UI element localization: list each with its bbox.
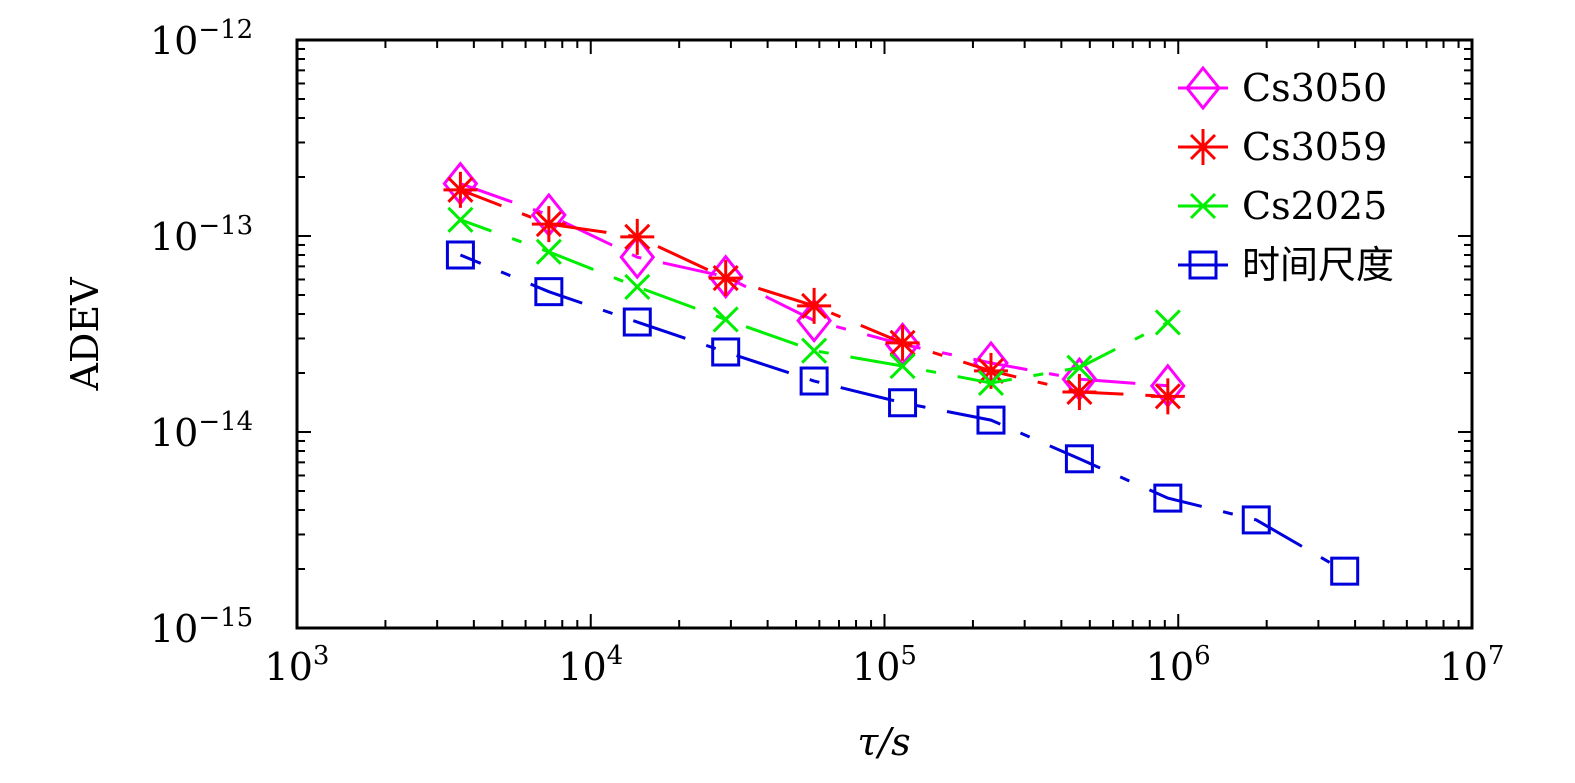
x-tick-label: 107: [1440, 641, 1505, 689]
square-marker: [1188, 250, 1218, 280]
x-tick-label: 103: [265, 641, 330, 689]
square-shape: [622, 307, 652, 337]
x-stroke: [1154, 309, 1181, 336]
square-shape: [445, 240, 475, 270]
x-marker: [535, 238, 562, 265]
legend-label: 时间尺度: [1242, 243, 1394, 287]
asterisk-stroke: [1189, 133, 1217, 161]
legend-label: Cs3050: [1242, 66, 1387, 110]
square-marker: [1241, 505, 1271, 535]
square-shape: [1330, 556, 1360, 586]
legend: Cs3050 Cs3059 Cs2025 时间尺度: [1178, 65, 1394, 287]
asterisk-marker: [1150, 378, 1185, 415]
x-stroke: [801, 337, 828, 364]
x-stroke: [889, 352, 916, 380]
asterisk-stroke: [889, 329, 916, 356]
asterisk-stroke: [535, 211, 562, 238]
diamond-marker: [619, 234, 656, 280]
asterisk-marker: [443, 171, 478, 208]
square-shape: [799, 366, 829, 396]
x-stroke: [1189, 192, 1217, 220]
diamond-marker: [1185, 65, 1221, 111]
asterisk-stroke: [801, 292, 828, 319]
legend-label: Cs2025: [1242, 184, 1387, 228]
series-line-0: [459, 182, 1168, 388]
series-line-3: [459, 253, 1346, 573]
square-marker: [711, 337, 741, 367]
square-marker: [534, 277, 564, 307]
x-marker: [1189, 192, 1217, 220]
square-marker: [1153, 483, 1183, 513]
square-shape: [888, 388, 918, 418]
x-marker: [624, 273, 651, 300]
x-stroke: [447, 206, 474, 233]
asterisk-marker: [885, 324, 920, 361]
diamond-marker: [796, 298, 833, 344]
asterisk-stroke: [1066, 378, 1093, 406]
y-tick-label: 10−14: [150, 407, 253, 455]
square-shape: [976, 405, 1006, 435]
diamond-shape: [1185, 65, 1221, 111]
y-tick-label: 10−12: [150, 15, 253, 63]
square-marker: [888, 388, 918, 418]
y-axis-label: ADEV: [63, 277, 107, 392]
diamond-shape: [796, 298, 833, 344]
x-stroke: [712, 306, 739, 333]
square-shape: [534, 277, 564, 307]
square-shape: [1241, 505, 1271, 535]
asterisk-stroke: [1154, 383, 1181, 410]
x-marker: [447, 206, 474, 233]
asterisk-marker: [1062, 373, 1097, 410]
x-stroke: [1066, 354, 1093, 381]
x-marker: [1066, 354, 1093, 381]
y-tick-label: 10−15: [150, 603, 253, 651]
asterisk-marker: [620, 218, 655, 255]
legend-label: Cs3059: [1242, 125, 1387, 169]
square-marker: [622, 307, 652, 337]
asterisk-stroke: [447, 176, 474, 203]
square-marker: [976, 405, 1006, 435]
diamond-shape: [707, 254, 744, 300]
x-tick-label: 106: [1146, 641, 1211, 689]
square-shape: [1188, 250, 1218, 280]
asterisk-stroke: [977, 357, 1005, 384]
series-line-1: [459, 188, 1168, 398]
square-marker: [445, 240, 475, 270]
diamond-shape: [619, 234, 656, 280]
x-stroke: [977, 369, 1005, 396]
asterisk-marker: [797, 287, 832, 324]
asterisk-marker: [1186, 129, 1220, 165]
x-marker: [801, 337, 828, 364]
square-shape: [711, 337, 741, 367]
square-shape: [1153, 483, 1183, 513]
diamond-marker: [707, 254, 744, 300]
asterisk-marker: [708, 260, 743, 297]
x-axis-label: τ/s: [857, 720, 910, 764]
x-marker: [712, 306, 739, 333]
asterisk-stroke: [712, 265, 739, 292]
square-marker: [1064, 444, 1094, 474]
x-marker: [977, 369, 1005, 396]
asterisk-stroke: [624, 223, 651, 250]
y-tick-label: 10−13: [150, 211, 253, 259]
series-line-2: [459, 218, 1169, 385]
square-shape: [1064, 444, 1094, 474]
x-marker: [889, 352, 916, 380]
asterisk-marker: [531, 206, 566, 243]
x-tick-label: 104: [558, 641, 623, 689]
x-stroke: [624, 273, 651, 300]
square-marker: [1330, 556, 1360, 586]
x-stroke: [535, 238, 562, 265]
square-marker: [799, 366, 829, 396]
x-tick-label: 105: [852, 641, 917, 689]
x-marker: [1154, 309, 1181, 336]
